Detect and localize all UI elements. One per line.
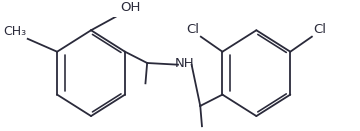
Text: OH: OH (120, 1, 140, 14)
Text: Cl: Cl (186, 23, 199, 36)
Text: CH₃: CH₃ (3, 25, 26, 38)
Text: NH: NH (175, 57, 195, 70)
Text: Cl: Cl (314, 23, 327, 36)
